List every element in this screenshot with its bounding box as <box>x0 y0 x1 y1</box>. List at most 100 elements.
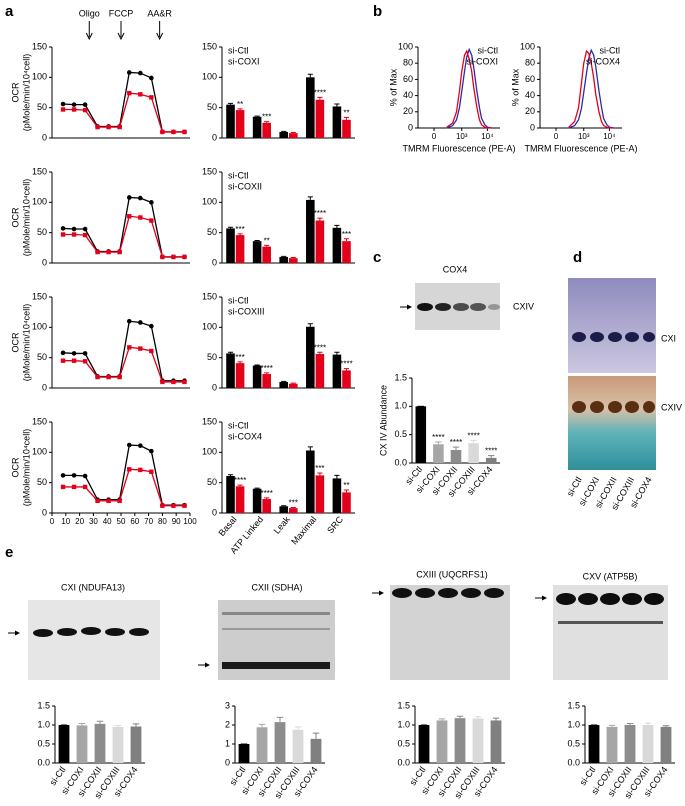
point <box>82 473 88 479</box>
y-tick-label: 50 <box>207 352 217 362</box>
y-tick-label: 60 <box>525 74 535 84</box>
y-tick-label: 100 <box>32 447 47 457</box>
error-bar <box>334 224 340 228</box>
y-axis-label: OCR <box>10 457 20 478</box>
bar <box>490 720 502 763</box>
error-bar <box>626 722 634 725</box>
error-bar <box>258 723 266 728</box>
point <box>82 107 88 113</box>
annotation: FCCP <box>109 8 134 18</box>
error-bar <box>492 717 500 721</box>
point <box>95 374 100 380</box>
error-bar <box>237 108 243 111</box>
panel-label: e <box>5 544 13 561</box>
point <box>138 92 143 97</box>
error-bar <box>307 196 313 200</box>
bar <box>315 220 325 263</box>
y-tick-label: 1.5 <box>397 700 410 710</box>
series-line <box>63 320 185 382</box>
point <box>82 484 88 490</box>
y-tick-label: 0 <box>42 382 47 392</box>
annotation-arrow <box>85 21 93 41</box>
bar <box>315 354 325 388</box>
bar <box>306 199 315 263</box>
significance: **** <box>314 209 326 218</box>
point <box>60 484 66 490</box>
error-bar <box>264 497 270 500</box>
y-tick-label: 1 <box>225 738 230 748</box>
point <box>106 124 111 130</box>
error-bar <box>438 718 446 721</box>
point <box>138 215 143 220</box>
point <box>71 358 77 363</box>
x-tick-label: 60 <box>130 517 139 526</box>
point <box>82 226 88 232</box>
significance: *** <box>235 353 244 362</box>
error-bar <box>227 226 234 229</box>
error-bar <box>470 439 477 444</box>
x-tick-label: 10⁴ <box>481 132 494 141</box>
y-tick-label: 150 <box>202 166 217 176</box>
point <box>106 249 111 255</box>
error-bar <box>237 484 243 487</box>
significance: *** <box>262 113 271 122</box>
point <box>149 469 154 474</box>
legend-entry: si-COXI <box>228 56 260 66</box>
error-bar <box>343 489 350 493</box>
point <box>71 473 77 478</box>
blot-image <box>535 585 668 680</box>
error-bar <box>237 361 243 364</box>
bar <box>485 457 497 463</box>
error-bar <box>254 487 260 489</box>
x-tick-label: 0 <box>554 132 559 141</box>
point <box>60 350 66 356</box>
bar <box>454 718 466 763</box>
significance: ** <box>264 237 270 246</box>
bar <box>306 326 315 388</box>
error-bar <box>264 372 270 375</box>
y-tick-label: 100 <box>398 41 413 51</box>
point <box>149 75 154 81</box>
bar <box>332 354 342 388</box>
x-tick-label: 10³ <box>578 132 590 141</box>
y-axis-label: % of Max <box>388 68 398 106</box>
y-tick-label: 0 <box>212 507 217 517</box>
point <box>60 226 66 231</box>
series-line <box>63 71 185 133</box>
significance: ** <box>343 481 349 490</box>
point <box>106 498 111 504</box>
y-tick-label: 100 <box>202 447 217 457</box>
point <box>182 503 187 508</box>
y-tick-label: 20 <box>525 106 535 116</box>
significance: **** <box>234 476 246 485</box>
point <box>71 226 77 232</box>
bar <box>310 738 322 763</box>
y-tick-label: 150 <box>32 41 47 51</box>
y-tick-label: 1.5 <box>37 700 50 710</box>
panel-label: c <box>373 249 381 266</box>
bar <box>289 133 298 138</box>
y-tick-label: 1.0 <box>567 719 580 729</box>
significance: **** <box>340 360 352 369</box>
y-tick-label: 0.5 <box>397 738 410 748</box>
error-bar <box>96 720 104 724</box>
point <box>60 358 66 363</box>
point <box>126 442 132 448</box>
error-bar <box>456 715 464 719</box>
significance: *** <box>315 464 324 473</box>
error-bar <box>281 380 287 382</box>
y-axis-label: OCR <box>10 207 20 228</box>
y-axis-label: OCR <box>10 332 20 353</box>
bar <box>418 725 430 763</box>
bar <box>235 486 245 513</box>
error-bar <box>227 351 234 354</box>
legend-entry: si-Ctl <box>478 45 499 55</box>
bar <box>235 363 245 388</box>
bar <box>415 406 427 463</box>
significance: **** <box>260 364 272 373</box>
x-tick-label: Basal <box>217 514 239 538</box>
bar <box>262 374 271 388</box>
bar <box>226 104 235 138</box>
point <box>138 346 143 351</box>
